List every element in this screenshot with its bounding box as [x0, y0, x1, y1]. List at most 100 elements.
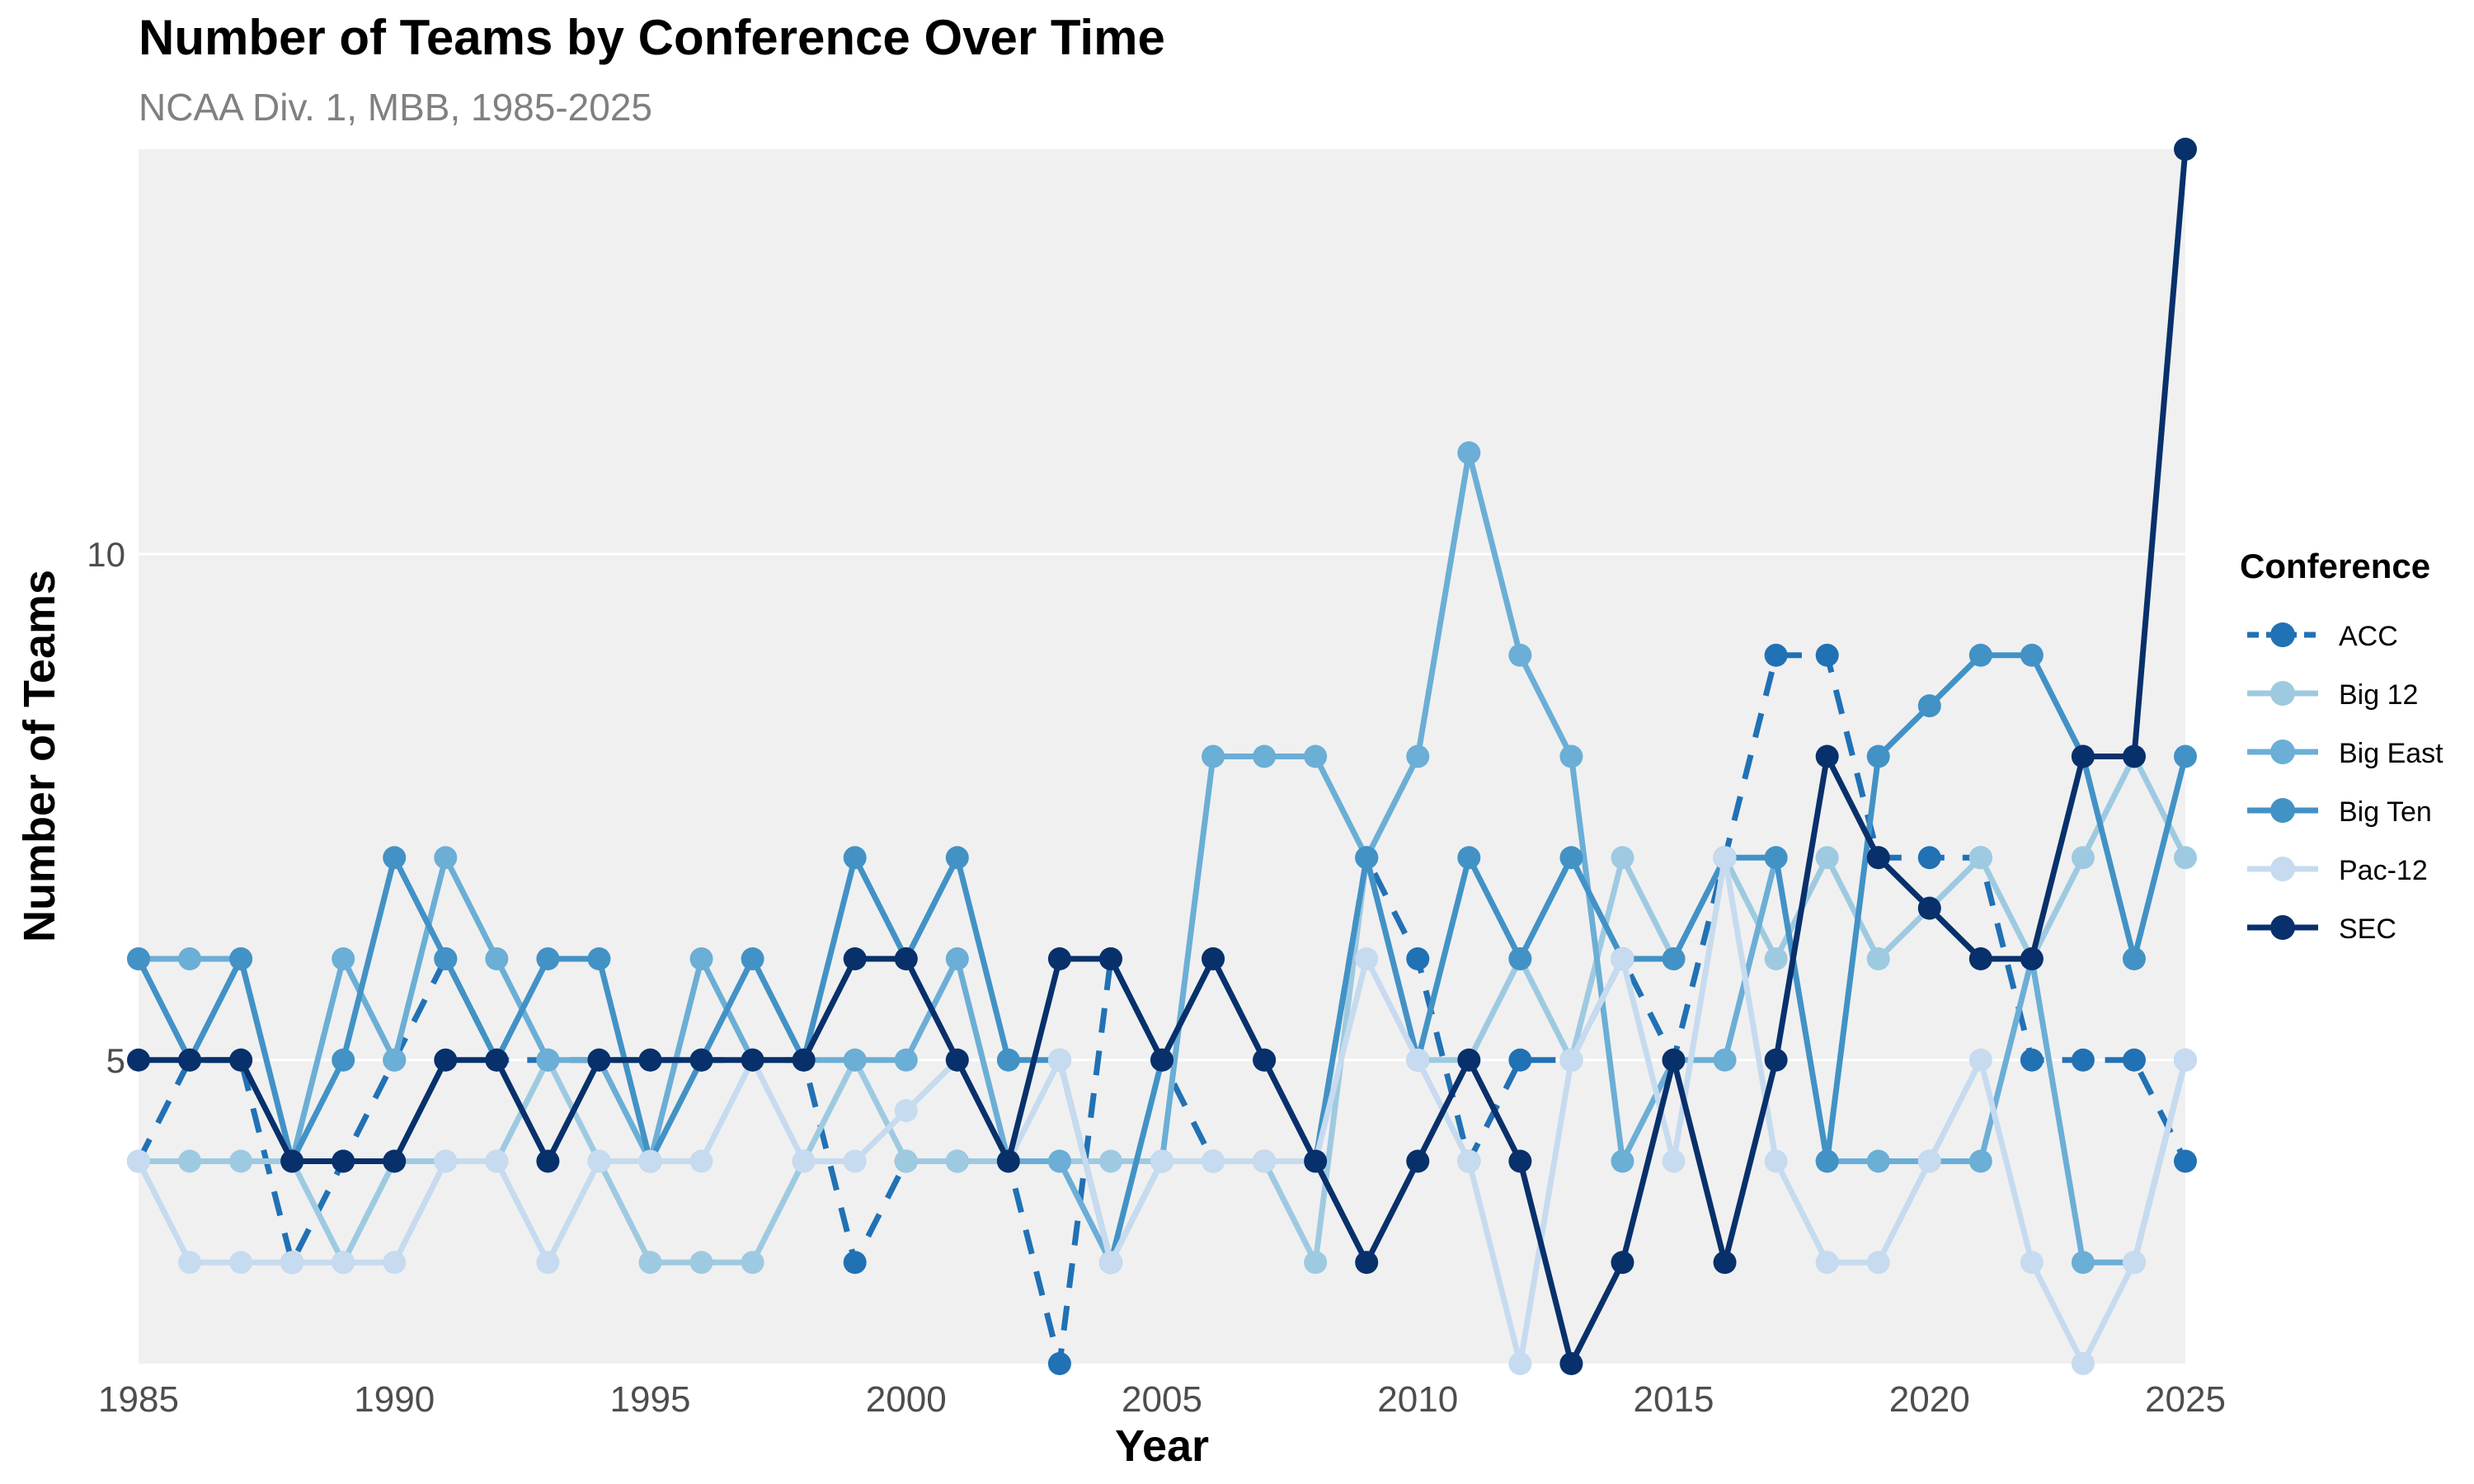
- legend-label-big-east: Big East: [2339, 738, 2443, 769]
- legend-label-sec: SEC: [2339, 913, 2396, 945]
- point-big-ten-1997: [741, 947, 764, 970]
- point-pac-12-1995: [638, 1149, 662, 1173]
- point-pac-12-1993: [536, 1251, 560, 1275]
- legend-key-pac-12: [2270, 857, 2295, 881]
- point-pac-12-2000: [894, 1099, 918, 1123]
- point-pac-12-1988: [280, 1251, 304, 1275]
- x-tick-label-2025: 2025: [2145, 1379, 2226, 1420]
- point-pac-12-2005: [1150, 1149, 1174, 1173]
- point-big-ten-1994: [587, 947, 611, 970]
- legend-item-pac-12: Pac-12: [2247, 855, 2428, 886]
- point-sec-2005: [1150, 1048, 1174, 1072]
- point-big-ten-2018: [1815, 1149, 1839, 1173]
- point-pac-12-2025: [2174, 1048, 2197, 1072]
- point-big-ten-2015: [1662, 947, 1686, 970]
- point-pac-12-2015: [1662, 1149, 1686, 1173]
- point-pac-12-2007: [1253, 1149, 1277, 1173]
- point-sec-2015: [1662, 1048, 1686, 1072]
- legend-item-big-east: Big East: [2247, 738, 2443, 769]
- point-sec-1987: [229, 1048, 253, 1072]
- point-pac-12-2018: [1815, 1251, 1839, 1275]
- point-pac-12-2019: [1866, 1251, 1890, 1275]
- point-acc-2010: [1406, 947, 1430, 970]
- point-big-east-2019: [1866, 1149, 1890, 1173]
- y-tick-label-5: 5: [106, 1041, 125, 1080]
- point-big-east-2016: [1713, 1048, 1737, 1072]
- point-big-east-1996: [689, 947, 713, 970]
- point-big-ten-1991: [434, 947, 458, 970]
- point-sec-2007: [1253, 1048, 1277, 1072]
- legend-key-big-ten: [2270, 798, 2295, 823]
- point-big-ten-2024: [2122, 947, 2146, 970]
- legend-key-acc: [2270, 622, 2295, 647]
- point-pac-12-1987: [229, 1251, 253, 1275]
- point-big-12-1997: [741, 1251, 764, 1275]
- point-pac-12-2014: [1611, 947, 1634, 970]
- point-sec-2003: [1047, 947, 1071, 970]
- legend-key-big-east: [2270, 740, 2295, 764]
- point-big-east-2014: [1611, 1149, 1634, 1173]
- point-pac-12-2004: [1098, 1251, 1122, 1275]
- legend-key-big-12: [2270, 681, 2295, 706]
- point-sec-1999: [843, 947, 867, 970]
- legend-item-big-12: Big 12: [2247, 679, 2418, 711]
- point-big-ten-1985: [127, 947, 150, 970]
- point-sec-2010: [1406, 1149, 1430, 1173]
- point-pac-12-1991: [434, 1149, 458, 1173]
- point-big-12-2014: [1611, 846, 1634, 870]
- point-pac-12-1999: [843, 1149, 867, 1173]
- series-layer: [127, 138, 2197, 1375]
- point-big-east-2021: [1968, 1149, 1992, 1173]
- point-big-12-2021: [1968, 846, 1992, 870]
- point-sec-2024: [2122, 744, 2146, 768]
- point-big-ten-2013: [1559, 846, 1583, 870]
- x-tick-label-1995: 1995: [610, 1379, 691, 1420]
- point-acc-2003: [1047, 1352, 1071, 1375]
- x-tick-label-2020: 2020: [1889, 1379, 1970, 1420]
- point-sec-2008: [1304, 1149, 1328, 1173]
- point-pac-12-1998: [792, 1149, 816, 1173]
- point-sec-2018: [1815, 744, 1839, 768]
- point-pac-12-2024: [2122, 1251, 2146, 1275]
- point-sec-1995: [638, 1048, 662, 1072]
- point-big-12-1986: [178, 1149, 202, 1173]
- point-sec-1988: [280, 1149, 304, 1173]
- point-sec-2025: [2174, 138, 2197, 161]
- point-big-ten-1993: [536, 947, 560, 970]
- point-sec-1994: [587, 1048, 611, 1072]
- point-big-12-2001: [945, 1149, 969, 1173]
- point-big-east-2000: [894, 1048, 918, 1072]
- legend-title: Conference: [2240, 547, 2430, 585]
- point-pac-12-2020: [1917, 1149, 1941, 1173]
- point-sec-1997: [741, 1048, 764, 1072]
- point-sec-1991: [434, 1048, 458, 1072]
- point-big-12-2023: [2071, 846, 2095, 870]
- point-acc-2018: [1815, 643, 1839, 667]
- point-big-east-2001: [945, 947, 969, 970]
- point-big-east-2010: [1406, 744, 1430, 768]
- point-pac-12-2003: [1047, 1048, 1071, 1072]
- legend-item-big-ten: Big Ten: [2247, 796, 2432, 828]
- series-sec: [127, 138, 2197, 1375]
- point-pac-12-1994: [587, 1149, 611, 1173]
- y-axis-title: Number of Teams: [15, 570, 64, 942]
- point-acc-2012: [1508, 1048, 1532, 1072]
- point-big-east-1989: [332, 947, 355, 970]
- point-sec-2009: [1355, 1251, 1379, 1275]
- point-big-12-1987: [229, 1149, 253, 1173]
- point-sec-1990: [383, 1149, 407, 1173]
- point-acc-1999: [843, 1251, 867, 1275]
- point-big-12-2025: [2174, 846, 2197, 870]
- chart-subtitle: NCAA Div. 1, MBB, 1985-2025: [139, 86, 652, 129]
- point-pac-12-2017: [1764, 1149, 1788, 1173]
- point-big-east-2012: [1508, 643, 1532, 667]
- point-acc-2020: [1917, 846, 1941, 870]
- point-big-east-2011: [1457, 441, 1481, 465]
- point-sec-1986: [178, 1048, 202, 1072]
- point-big-east-2003: [1047, 1149, 1071, 1173]
- point-big-east-2013: [1559, 744, 1583, 768]
- point-big-east-2007: [1253, 744, 1277, 768]
- point-big-ten-2001: [945, 846, 969, 870]
- point-big-ten-1999: [843, 846, 867, 870]
- point-big-12-2019: [1866, 947, 1890, 970]
